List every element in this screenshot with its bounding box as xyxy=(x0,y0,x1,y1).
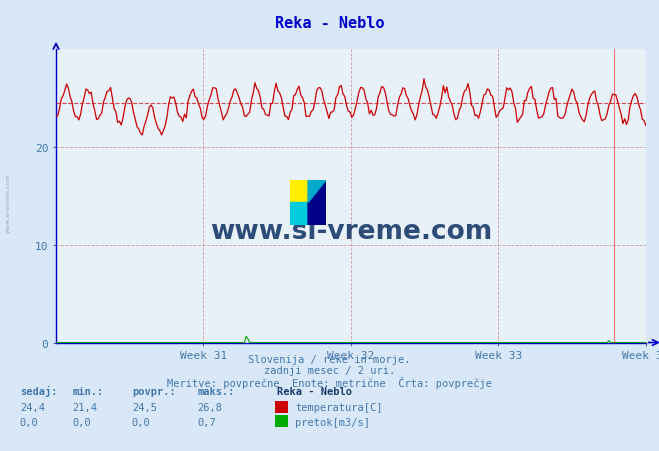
Text: 26,8: 26,8 xyxy=(198,402,223,412)
Bar xyxy=(290,180,308,203)
Text: min.:: min.: xyxy=(72,387,103,396)
Text: 0,0: 0,0 xyxy=(20,417,38,427)
Text: sedaj:: sedaj: xyxy=(20,386,57,396)
Text: 0,0: 0,0 xyxy=(132,417,150,427)
Text: temperatura[C]: temperatura[C] xyxy=(295,402,383,412)
Text: 0,7: 0,7 xyxy=(198,417,216,427)
Text: www.si-vreme.com: www.si-vreme.com xyxy=(210,218,492,244)
Polygon shape xyxy=(308,180,326,226)
Text: 0,0: 0,0 xyxy=(72,417,91,427)
Text: povpr.:: povpr.: xyxy=(132,387,175,396)
Text: Meritve: povprečne  Enote: metrične  Črta: povprečje: Meritve: povprečne Enote: metrične Črta:… xyxy=(167,377,492,389)
Text: www.si-vreme.com: www.si-vreme.com xyxy=(5,173,11,233)
Text: 21,4: 21,4 xyxy=(72,402,98,412)
Text: Slovenija / reke in morje.: Slovenija / reke in morje. xyxy=(248,354,411,364)
Text: 24,4: 24,4 xyxy=(20,402,45,412)
Text: pretok[m3/s]: pretok[m3/s] xyxy=(295,417,370,427)
Text: Reka - Neblo: Reka - Neblo xyxy=(275,16,384,31)
Text: 24,5: 24,5 xyxy=(132,402,157,412)
Bar xyxy=(290,203,308,226)
Text: zadnji mesec / 2 uri.: zadnji mesec / 2 uri. xyxy=(264,365,395,375)
Text: Reka - Neblo: Reka - Neblo xyxy=(277,387,352,396)
Text: maks.:: maks.: xyxy=(198,387,235,396)
Polygon shape xyxy=(308,180,326,203)
